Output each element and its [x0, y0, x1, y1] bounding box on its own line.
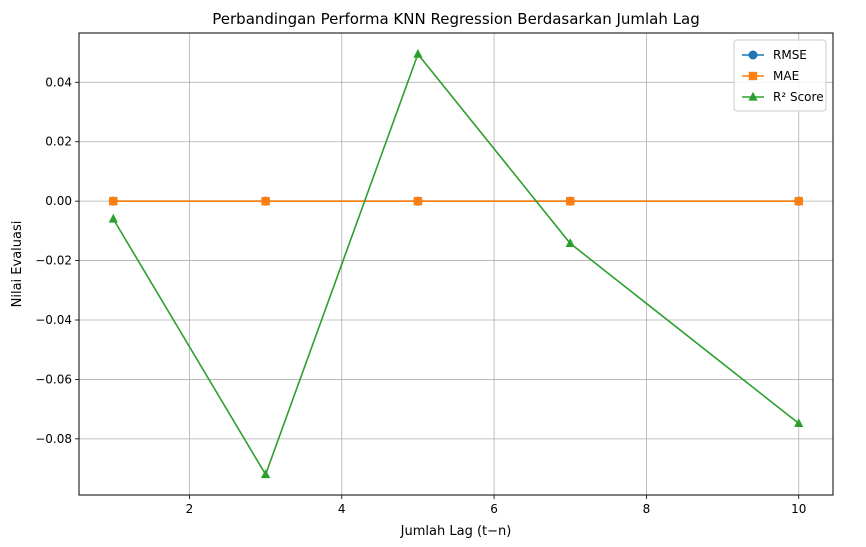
legend: RMSE MAE R² Score — [733, 39, 827, 112]
r-score-point — [260, 469, 271, 479]
y-tick-label: −0.04 — [35, 313, 72, 327]
r-score-line — [112, 52, 800, 477]
x-tick-label: 8 — [643, 502, 651, 516]
legend-label: MAE — [773, 69, 799, 83]
r-score-point — [108, 213, 118, 223]
y-tick-label: −0.06 — [35, 372, 72, 386]
x-tick-label: 4 — [338, 502, 346, 516]
r-score-point — [794, 418, 804, 427]
y-tick-label: −0.08 — [35, 432, 72, 446]
chart-title: Perbandingan Performa KNN Regression Ber… — [212, 10, 699, 28]
r-score-point — [565, 238, 575, 247]
mae-point — [261, 196, 270, 206]
y-axis-label: Nilai Evaluasi — [10, 221, 25, 308]
plot-frame — [78, 32, 834, 496]
y-tick-label: 0.04 — [45, 75, 72, 89]
legend-box — [733, 39, 827, 112]
x-axis-label: Jumlah Lag (t−n) — [400, 524, 512, 539]
x-tick-label: 6 — [490, 502, 498, 516]
y-tick-label: 0.02 — [45, 135, 72, 149]
series-r-score — [108, 48, 804, 479]
legend-swatch-marker — [748, 50, 758, 60]
tick-layer: 2 4 6 8 10 −0.08 −0.06 −0.04 −0.02 0.00 0.02 0.04 — [35, 75, 806, 516]
y-tick-label: −0.02 — [35, 254, 72, 268]
legend-label: R² Score — [773, 90, 824, 104]
legend-swatch-marker — [748, 71, 758, 81]
legend-swatch-marker — [748, 91, 758, 101]
mae-point — [566, 196, 575, 206]
mae-point — [413, 196, 423, 206]
series-layer — [108, 48, 804, 479]
x-tick-label: 2 — [186, 502, 194, 516]
legend-item: RMSE — [742, 48, 807, 62]
y-tick-label: 0.00 — [45, 194, 72, 208]
legend-label: RMSE — [773, 48, 807, 62]
r-score-point — [413, 48, 423, 58]
legend-item: R² Score — [742, 90, 824, 104]
mae-point — [794, 196, 803, 206]
series-mae — [109, 196, 803, 206]
legend-item: MAE — [742, 69, 799, 83]
mae-point — [109, 196, 118, 206]
x-tick-label: 10 — [791, 502, 806, 516]
